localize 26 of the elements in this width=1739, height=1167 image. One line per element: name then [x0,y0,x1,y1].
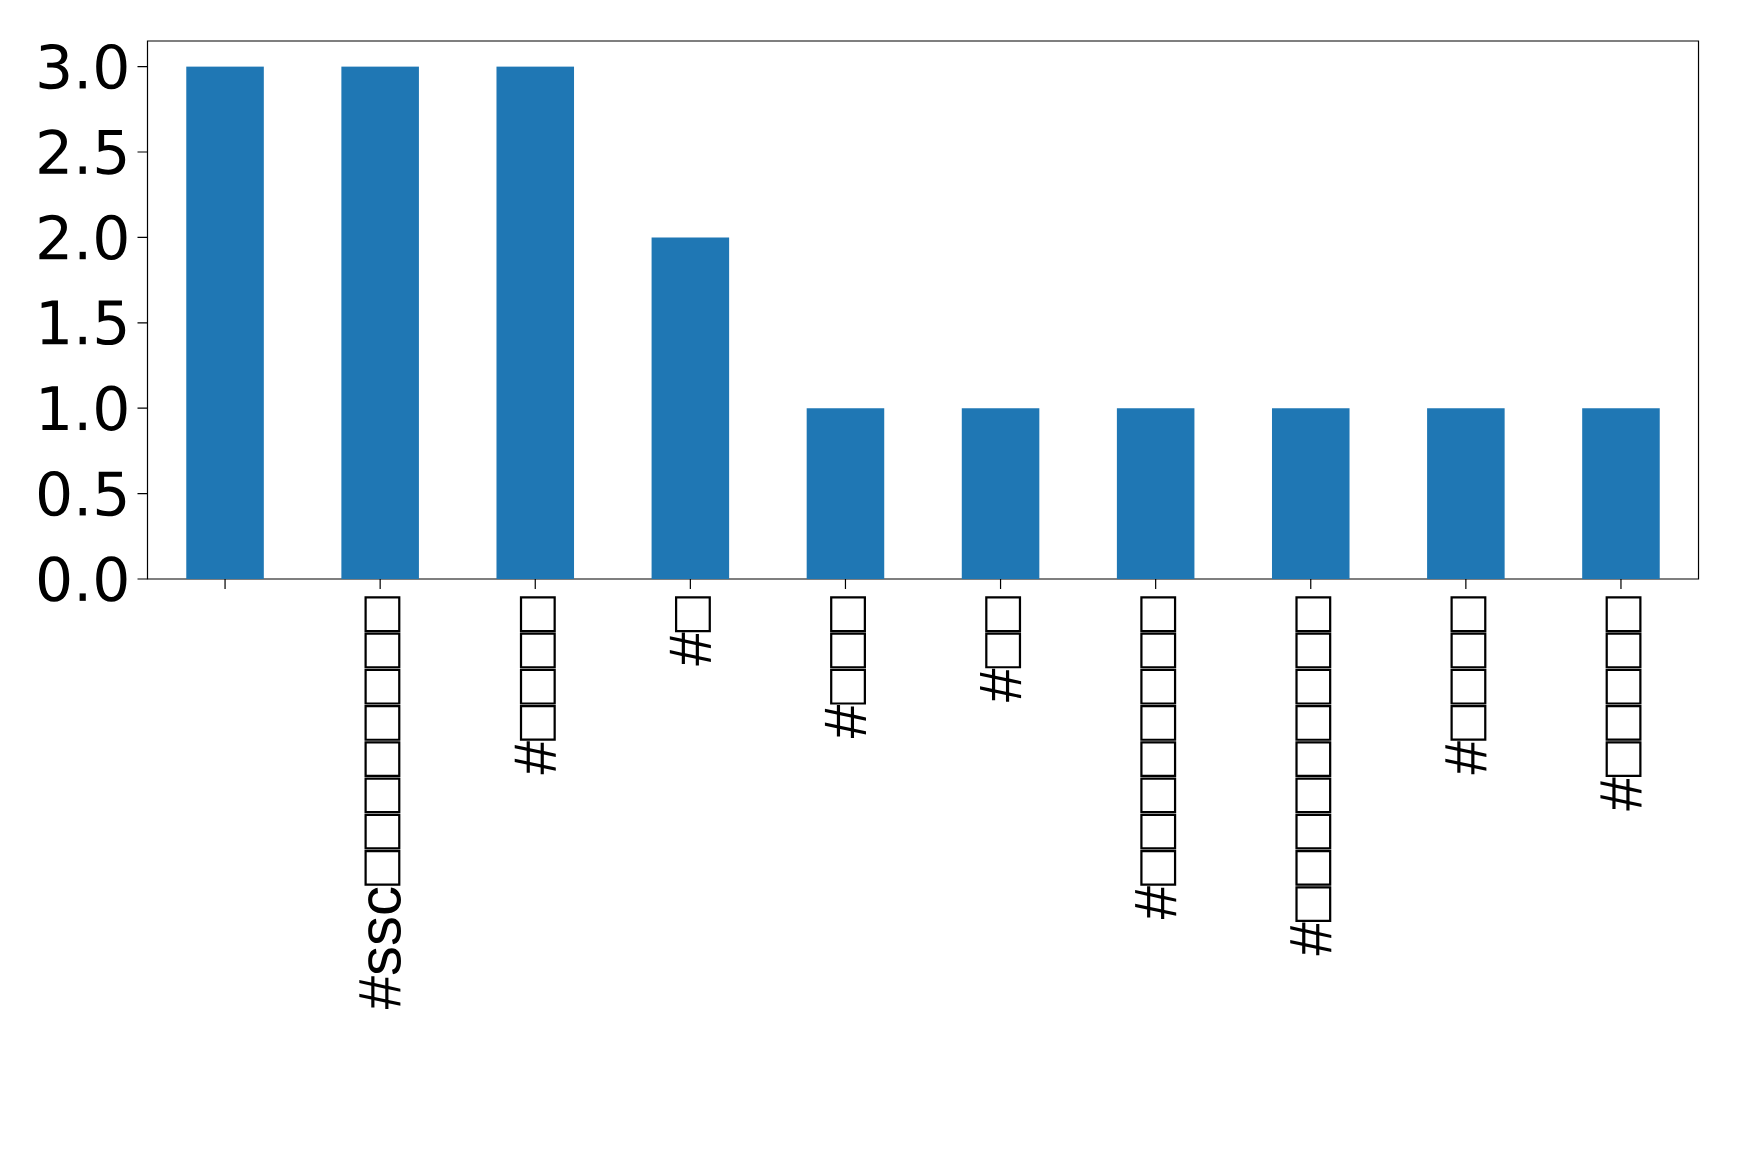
y-tick-label: 1.0 [41,385,127,431]
x-tick-label: #□□□□□□□□ [1135,596,1177,920]
bar [1427,408,1505,579]
bar [1116,408,1195,579]
x-tick-label: #□□ [980,596,1022,702]
x-tick-label: #□□□□□□□□□ [1290,596,1332,956]
bar [806,408,885,579]
x-tick-label: #□□□ [824,596,866,738]
x-tick-label: #□□□□ [1445,596,1487,775]
x-tick-label: #□ [669,596,711,666]
bar [186,66,264,579]
y-tick-label: 0.0 [38,556,127,602]
x-tick-label: #ssc□□□□□□□□ [359,596,401,1010]
y-tick-label: 3.0 [39,43,127,90]
y-tick-label: 2.5 [39,129,126,175]
bar [961,408,1040,579]
y-tick-label: 1.5 [41,300,126,346]
bar [341,66,419,579]
x-tick-label: #□□□□ [514,596,556,775]
y-tick-label: 2.0 [39,214,127,261]
bar [651,237,730,579]
y-tick-label: 0.5 [38,470,126,517]
x-tick-label: #□□□□□ [1600,596,1642,811]
bar [1271,408,1350,579]
bar [1582,408,1660,579]
bar [496,66,575,579]
